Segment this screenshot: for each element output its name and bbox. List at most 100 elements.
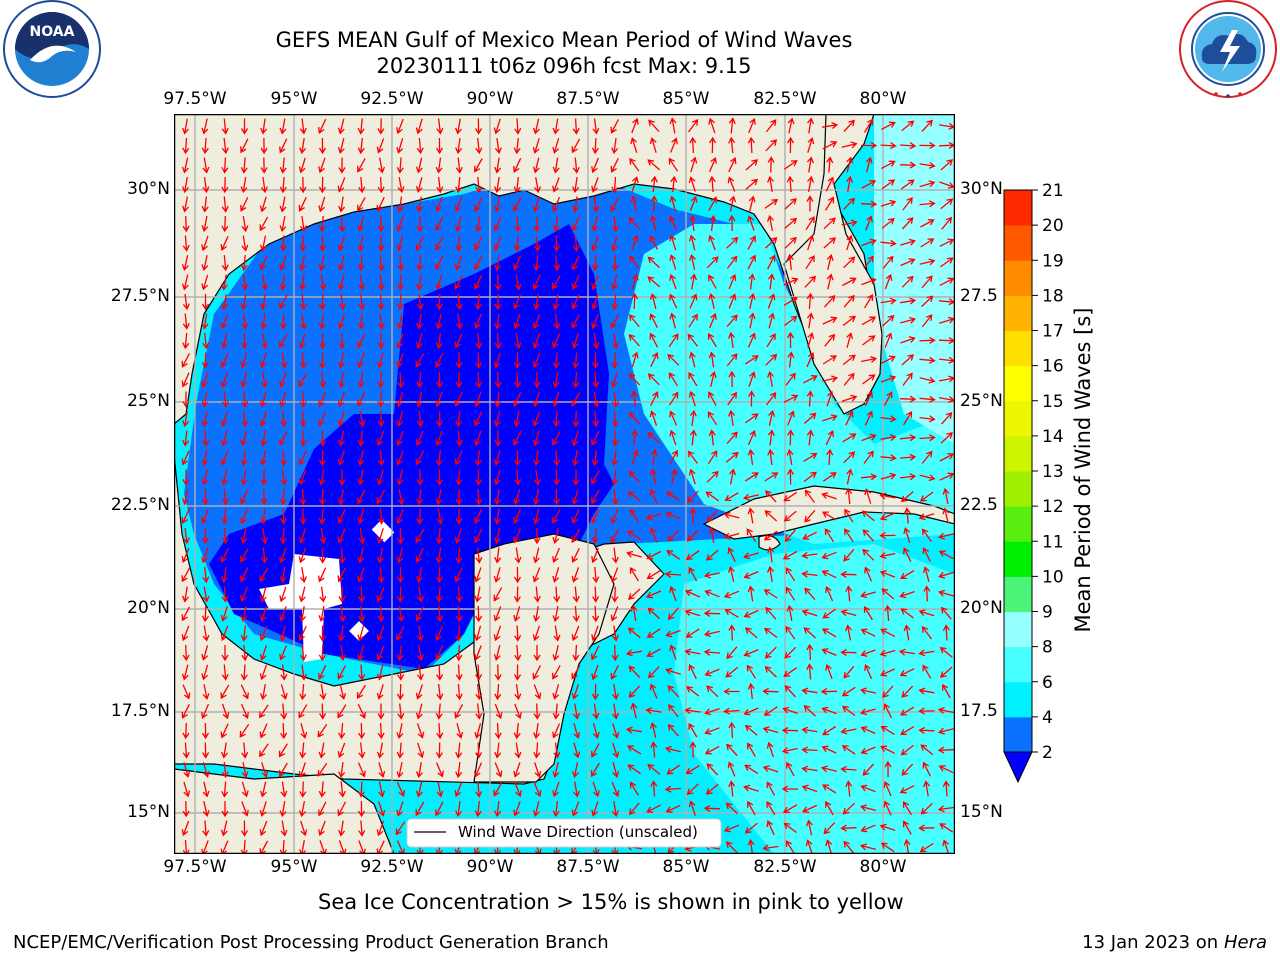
wind-wave-arrow [883,780,892,797]
wind-wave-arrow [629,157,640,172]
wind-wave-arrow [901,120,915,132]
wind-wave-arrow [532,430,540,447]
wind-wave-arrow [182,722,190,740]
wind-wave-arrow [591,313,599,330]
wind-wave-arrow [318,508,326,525]
lon-label-bottom: 95°W [270,857,318,877]
wind-wave-arrow [765,391,777,406]
wind-wave-arrow [513,664,522,681]
wind-wave-arrow [396,781,405,797]
wind-wave-arrow [801,726,818,734]
wind-wave-arrow [900,726,915,736]
wind-wave-arrow [436,781,444,798]
wind-wave-arrow [611,176,619,194]
wind-wave-arrow [725,666,739,678]
wind-wave-arrow [552,605,560,623]
wind-wave-arrow [937,746,955,754]
wind-wave-arrow [667,607,679,621]
wind-wave-arrow [649,468,657,485]
wind-wave-arrow [182,644,190,662]
wind-wave-arrow [181,157,189,174]
wind-wave-arrow [627,745,642,755]
wind-wave-arrow [533,469,542,486]
lat-label-left: 25°N [127,391,170,411]
wind-wave-arrow [533,215,541,233]
wind-wave-arrow [358,664,366,681]
wind-wave-arrow [801,609,818,617]
wind-wave-arrow [843,256,856,269]
wind-wave-arrow [552,333,561,349]
wind-wave-arrow [688,253,696,270]
wind-wave-arrow [435,410,443,428]
wind-wave-arrow [514,332,522,350]
wind-wave-arrow [260,488,268,506]
wind-wave-arrow [318,293,326,311]
wind-wave-arrow [514,547,522,564]
wind-wave-arrow [786,761,795,777]
wind-wave-arrow [396,761,404,779]
wind-wave-arrow [202,177,210,194]
wind-wave-arrow [919,491,934,502]
wind-wave-arrow [259,411,268,427]
wind-wave-arrow [494,722,502,740]
wind-wave-arrow [900,608,914,619]
wind-wave-arrow [278,743,288,758]
wind-wave-arrow [744,764,759,775]
wind-wave-arrow [279,274,287,291]
wind-wave-arrow [319,547,327,564]
wind-wave-arrow [572,371,580,389]
wind-wave-arrow [903,547,912,562]
wind-wave-arrow [727,331,735,349]
wind-wave-arrow [919,376,936,384]
wind-wave-arrow [645,513,662,521]
wind-wave-arrow [649,683,658,699]
wind-wave-arrow [552,762,560,779]
wind-wave-arrow [572,196,580,213]
wind-wave-arrow [240,138,249,154]
wind-wave-arrow [801,687,818,695]
wind-wave-arrow [628,802,640,816]
wind-wave-arrow [900,744,914,756]
wind-wave-arrow [202,566,210,584]
wind-wave-arrow [707,411,718,426]
wind-wave-arrow [939,646,953,658]
wind-wave-arrow [919,395,936,403]
wind-wave-arrow [318,254,326,272]
wind-wave-arrow [475,781,483,798]
wind-wave-arrow [552,723,561,739]
lat-label-right: 30°N [960,179,1003,199]
wind-wave-arrow [376,586,385,603]
colorbar-tick-label: 8 [1042,638,1053,658]
wind-wave-arrow [552,177,560,193]
wind-wave-arrow [804,275,817,288]
wind-wave-arrow [942,507,950,524]
wind-wave-arrow [571,274,580,291]
wind-wave-arrow [435,742,443,759]
wind-wave-arrow [784,236,797,249]
wind-wave-arrow [319,586,327,603]
wind-wave-arrow [841,219,858,227]
wind-wave-arrow [378,157,386,174]
wind-wave-arrow [688,390,696,407]
wind-wave-arrow [474,313,482,330]
wind-wave-arrow [646,550,661,560]
wind-wave-arrow [493,508,502,525]
wind-wave-arrow [532,508,540,525]
wind-wave-arrow [494,683,502,701]
wind-wave-arrow [514,703,522,720]
wind-wave-arrow [903,411,913,426]
wind-wave-arrow [743,552,759,560]
wind-wave-arrow [318,605,326,623]
wind-wave-arrow [884,273,893,290]
wind-wave-arrow [202,762,210,778]
wind-wave-arrow [611,683,620,701]
wind-wave-arrow [708,117,716,134]
wind-wave-arrow [669,410,678,426]
wind-wave-arrow [688,800,696,816]
wind-wave-arrow [494,547,502,564]
wind-wave-arrow [783,667,798,678]
wind-wave-arrow [803,375,818,384]
wind-wave-arrow [806,292,814,310]
wind-wave-arrow [259,450,267,467]
wind-wave-arrow [707,450,718,465]
